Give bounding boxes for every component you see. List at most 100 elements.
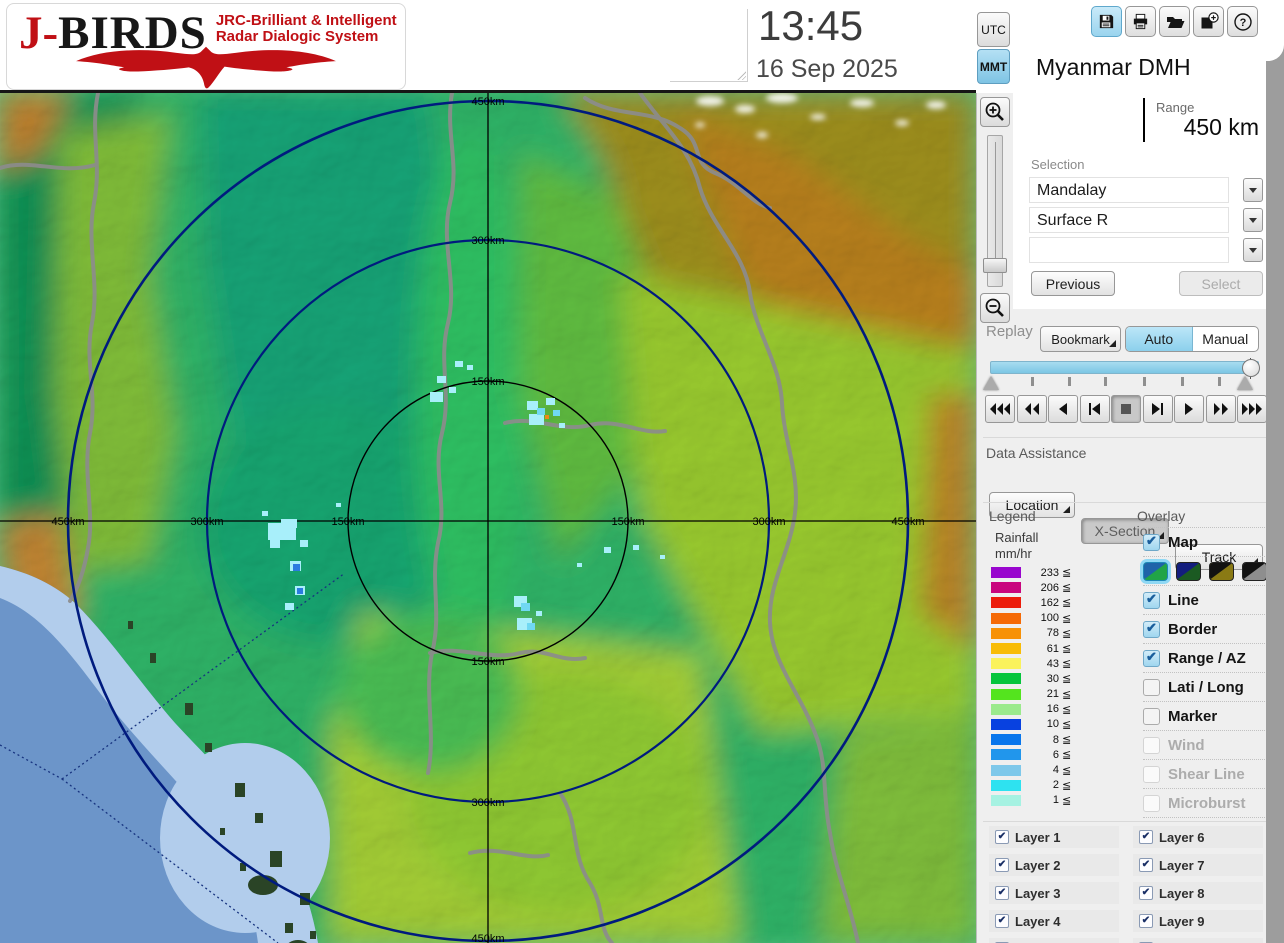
overlay-item[interactable]: Marker <box>1143 702 1271 731</box>
checkbox-checked-icon[interactable] <box>1139 858 1153 872</box>
fast-forward-button[interactable] <box>1237 395 1267 423</box>
fast-rewind-button[interactable] <box>985 395 1015 423</box>
overlay-item[interactable]: Microburst <box>1143 789 1271 818</box>
overlay-item[interactable]: Shear Line <box>1143 760 1271 789</box>
map-style-swatch[interactable] <box>1143 561 1168 581</box>
checkbox-icon[interactable] <box>1143 649 1160 667</box>
layer-toggle[interactable] <box>989 938 1119 943</box>
checkbox-checked-icon[interactable] <box>995 858 1009 872</box>
forward-button[interactable] <box>1205 395 1236 423</box>
legend-row: 233 ≦ <box>991 565 1071 580</box>
checkbox-checked-icon[interactable] <box>995 914 1009 928</box>
help-button[interactable]: ? <box>1227 6 1258 37</box>
checkbox-icon[interactable] <box>1143 678 1160 696</box>
legend-leq-symbol: ≦ <box>1062 734 1072 747</box>
site-dropdown-button[interactable] <box>1243 178 1263 202</box>
overlay-item[interactable]: Wind <box>1143 731 1271 760</box>
manual-button[interactable]: Manual <box>1202 331 1249 347</box>
step-back-button[interactable] <box>1048 395 1078 423</box>
export-image-icon <box>1201 11 1219 28</box>
checkbox-checked-icon[interactable] <box>995 830 1009 844</box>
zoom-out-button[interactable] <box>980 293 1010 323</box>
previous-button[interactable]: Previous <box>1031 271 1115 296</box>
logo-tagline-1: JRC-Brilliant & Intelligent <box>215 12 397 29</box>
slider-handle[interactable] <box>1242 359 1260 377</box>
play-button[interactable] <box>1174 395 1204 423</box>
legend-value: 1 <box>1052 794 1059 807</box>
checkbox-checked-icon[interactable] <box>1139 830 1153 844</box>
rewind-button[interactable] <box>1016 395 1047 423</box>
legend-color-swatch <box>991 734 1021 746</box>
checkbox-checked-icon[interactable] <box>1143 533 1160 551</box>
zoom-in-button[interactable] <box>980 97 1010 127</box>
map-style-swatch[interactable] <box>1176 561 1201 581</box>
section-divider <box>983 502 1275 503</box>
select-button[interactable]: Select <box>1179 271 1263 296</box>
checkbox-icon[interactable] <box>1143 736 1160 754</box>
svg-text:300km: 300km <box>471 797 504 809</box>
bookmark-button[interactable]: Bookmark <box>1040 326 1121 352</box>
checkbox-icon[interactable] <box>1143 620 1160 638</box>
auto-button[interactable]: Auto <box>1126 327 1193 351</box>
save-icon <box>1099 14 1114 29</box>
layer-toggle[interactable]: Layer 8 <box>1133 882 1263 904</box>
checkbox-icon[interactable] <box>1143 794 1160 812</box>
range-divider-bar <box>1143 98 1145 142</box>
data-assistance-label: Data Assistance <box>986 445 1087 461</box>
map-style-swatch[interactable] <box>1209 561 1234 581</box>
replay-timeline-slider[interactable] <box>990 358 1260 379</box>
timeline-end-marker[interactable] <box>1237 376 1253 390</box>
radar-map[interactable]: 450km 300km 150km 150km 300km 450km 450k… <box>0 73 996 943</box>
legend-leq-symbol: ≦ <box>1062 673 1072 686</box>
layer-toggle[interactable]: Layer 2 <box>989 854 1119 876</box>
export-image-button[interactable] <box>1193 6 1224 37</box>
radar-map-viewport[interactable]: 450km 300km 150km 150km 300km 450km 450k… <box>0 73 996 943</box>
legend-value: 162 <box>1040 596 1059 609</box>
open-file-button[interactable] <box>1159 6 1190 37</box>
checkbox-checked-icon[interactable] <box>1139 886 1153 900</box>
skip-to-end-icon <box>1152 403 1163 415</box>
legend-leq-symbol: ≦ <box>1062 779 1072 792</box>
map-style-swatch[interactable] <box>1242 561 1267 581</box>
layer-toggle[interactable]: Layer 1 <box>989 826 1119 848</box>
skip-to-start-button[interactable] <box>1079 395 1110 423</box>
legend-leq-symbol: ≦ <box>1062 718 1072 731</box>
panel-edge-strip[interactable] <box>1266 45 1284 943</box>
zoom-slider-track[interactable] <box>983 135 1007 287</box>
checkbox-icon[interactable] <box>1143 707 1160 725</box>
stop-button[interactable] <box>1111 395 1141 423</box>
legend-color-swatch <box>991 582 1021 594</box>
skip-to-end-button[interactable] <box>1142 395 1173 423</box>
extra-select-field[interactable] <box>1029 237 1229 263</box>
checkbox-icon[interactable] <box>1143 591 1160 609</box>
utc-button[interactable]: UTC <box>977 12 1010 47</box>
legend-leq-symbol: ≦ <box>1062 749 1072 762</box>
zoom-slider-handle[interactable] <box>983 258 1007 273</box>
save-button[interactable] <box>1091 6 1122 37</box>
legend-value: 8 <box>1052 733 1059 746</box>
layer-toggle[interactable]: Layer 3 <box>989 882 1119 904</box>
extra-dropdown-button[interactable] <box>1243 238 1263 262</box>
layer-toggle[interactable]: Layer 4 <box>989 910 1119 932</box>
print-button[interactable] <box>1125 6 1156 37</box>
overlay-item[interactable]: Range / AZ <box>1143 644 1271 673</box>
product-select-field[interactable]: Surface R <box>1029 207 1229 233</box>
overlay-item[interactable]: Border <box>1143 615 1271 644</box>
mmt-button[interactable]: MMT <box>977 49 1010 84</box>
layer-toggle[interactable]: Layer 6 <box>1133 826 1263 848</box>
checkbox-checked-icon[interactable] <box>995 886 1009 900</box>
layer-toggle[interactable] <box>1133 938 1263 943</box>
site-select-field[interactable]: Mandalay <box>1029 177 1229 203</box>
zoom-in-icon <box>985 102 1004 121</box>
layer-toggle[interactable]: Layer 7 <box>1133 854 1263 876</box>
checkbox-checked-icon[interactable] <box>1139 914 1153 928</box>
checkbox-icon[interactable] <box>1143 765 1160 783</box>
layer-toggle[interactable]: Layer 9 <box>1133 910 1263 932</box>
overlay-item-map[interactable]: Map <box>1143 528 1271 557</box>
legend-color-swatch <box>991 794 1021 806</box>
overlay-item[interactable]: Line <box>1143 586 1271 615</box>
product-dropdown-button[interactable] <box>1243 208 1263 232</box>
location-button[interactable]: Location <box>989 492 1075 518</box>
overlay-item[interactable]: Lati / Long <box>1143 673 1271 702</box>
timeline-start-marker[interactable] <box>983 376 999 390</box>
